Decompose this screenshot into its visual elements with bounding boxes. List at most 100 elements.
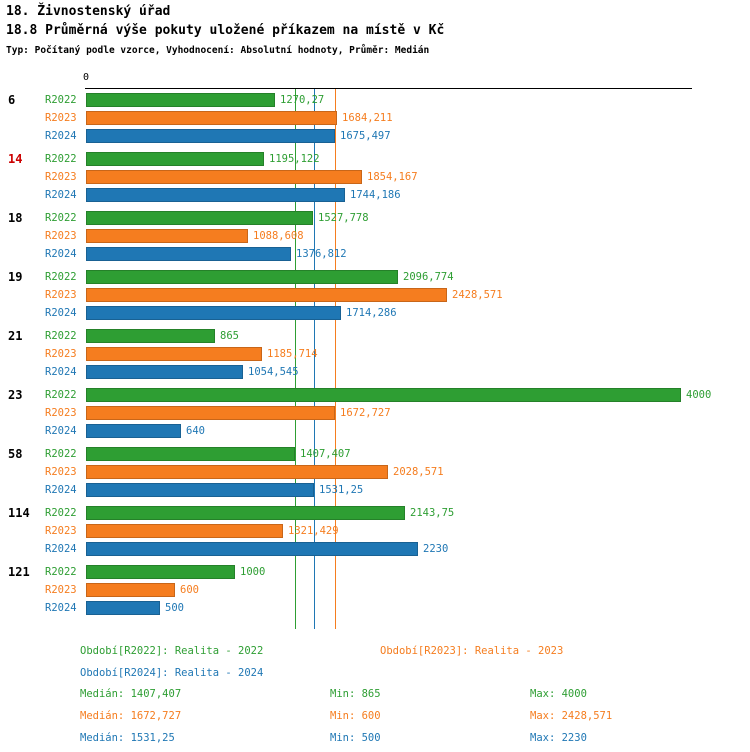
bar-value-label: 600 [180,584,199,596]
bar-row: R2024 1054,545 [0,363,750,381]
bar-row: R2023 1321,429 [0,522,750,540]
bar-r2024 [86,601,160,615]
series-label: R2023 [45,466,77,478]
stat-median-r2023: Medián: 1672,727 [80,710,182,722]
bar-row: R2023 1185,714 [0,345,750,363]
series-label: R2022 [45,271,77,283]
series-label: R2023 [45,112,77,124]
bar-r2023 [86,465,388,479]
legend-item-r2024: Období[R2024]: Realita - 2024 [80,667,264,679]
bar-value-label: 640 [186,425,205,437]
series-label: R2024 [45,425,77,437]
category-label: 114 [8,506,30,520]
bar-row: R2024 2230 [0,540,750,558]
series-label: R2022 [45,566,77,578]
bar-row: R2022 1000 [0,563,750,581]
bar-group: 6 R2022 1270,27 R2023 1684,211 R2024 1675,497 [0,91,750,145]
bar-row: R2022 2096,774 [0,268,750,286]
category-label: 19 [8,270,23,284]
bar-value-label: 1714,286 [346,307,397,319]
category-label: 121 [8,565,30,579]
bar-value-label: 1531,25 [319,484,364,496]
bar-r2024 [86,129,335,143]
series-label: R2022 [45,507,77,519]
bar-row: R2024 1714,286 [0,304,750,322]
series-label: R2023 [45,584,77,596]
series-label: R2024 [45,602,77,614]
bar-group: 121 R2022 1000 R2023 600 R2024 500 [0,563,750,617]
bar-value-label: 1672,727 [340,407,391,419]
stat-min-r2022: Min: 865 [330,688,381,700]
bar-r2022 [86,447,295,461]
report-subtitle: 18.8 Průměrná výše pokuty uložené příkaz… [6,23,445,38]
series-label: R2022 [45,330,77,342]
report-meta: Typ: Počítaný podle vzorce, Vyhodnocení:… [6,45,430,56]
bar-value-label: 1376,812 [296,248,347,260]
stat-median-r2022: Medián: 1407,407 [80,688,182,700]
bar-row: R2023 2428,571 [0,286,750,304]
bar-r2022 [86,93,275,107]
bar-r2024 [86,306,341,320]
bar-value-label: 1407,407 [300,448,351,460]
series-label: R2022 [45,153,77,165]
legend-item-r2022: Období[R2022]: Realita - 2022 [80,645,264,657]
bar-r2024 [86,542,418,556]
bar-row: R2022 1407,407 [0,445,750,463]
bar-r2024 [86,424,181,438]
bar-row: R2022 2143,75 [0,504,750,522]
bar-group: 14 R2022 1195,122 R2023 1854,167 R2024 1744,18… [0,150,750,204]
series-label: R2023 [45,525,77,537]
category-label: 58 [8,447,23,461]
bar-row: R2023 1088,608 [0,227,750,245]
series-label: R2024 [45,189,77,201]
bar-row: R2024 1744,186 [0,186,750,204]
bar-r2023 [86,229,248,243]
bar-row: R2022 1270,27 [0,91,750,109]
category-label: 23 [8,388,23,402]
bar-value-label: 1675,497 [340,130,391,142]
bar-r2022 [86,506,405,520]
bar-r2022 [86,388,681,402]
category-label: 6 [8,93,16,107]
bar-value-label: 2428,571 [452,289,503,301]
bar-group: 21 R2022 865 R2023 1185,714 R2024 1054,545 [0,327,750,381]
series-label: R2024 [45,366,77,378]
bar-group: 23 R2022 4000 R2023 1672,727 R2024 640 [0,386,750,440]
bar-group: 18 R2022 1527,778 R2023 1088,608 R2024 1376,81… [0,209,750,263]
bar-r2024 [86,247,291,261]
series-label: R2022 [45,94,77,106]
bar-value-label: 1270,27 [280,94,325,106]
bar-value-label: 1321,429 [288,525,339,537]
bar-r2024 [86,365,243,379]
bar-group: 58 R2022 1407,407 R2023 2028,571 R2024 1531,25 [0,445,750,499]
category-label: 18 [8,211,23,225]
bar-r2022 [86,270,398,284]
stat-median-r2024: Medián: 1531,25 [80,732,175,744]
bar-r2023 [86,347,262,361]
axis-zero-label: 0 [83,72,90,83]
bar-value-label: 1185,714 [267,348,318,360]
bar-value-label: 1527,778 [318,212,369,224]
series-label: R2024 [45,484,77,496]
bar-group: 19 R2022 2096,774 R2023 2428,571 R2024 1714,28… [0,268,750,322]
stat-min-r2023: Min: 600 [330,710,381,722]
bar-group: 114 R2022 2143,75 R2023 1321,429 R2024 2230 [0,504,750,558]
series-label: R2024 [45,248,77,260]
bar-row: R2022 1527,778 [0,209,750,227]
bar-value-label: 2230 [423,543,449,555]
bar-r2023 [86,170,362,184]
bar-value-label: 2143,75 [410,507,455,519]
bar-r2023 [86,583,175,597]
bar-value-label: 1744,186 [350,189,401,201]
bar-row: R2024 640 [0,422,750,440]
bar-value-label: 1000 [240,566,266,578]
bar-value-label: 2028,571 [393,466,444,478]
series-label: R2023 [45,407,77,419]
bar-plot: 6 R2022 1270,27 R2023 1684,211 R2024 1675,497 1… [0,91,750,622]
bar-row: R2023 2028,571 [0,463,750,481]
bar-value-label: 1854,167 [367,171,418,183]
series-label: R2023 [45,348,77,360]
bar-row: R2024 500 [0,599,750,617]
stat-max-r2022: Max: 4000 [530,688,587,700]
